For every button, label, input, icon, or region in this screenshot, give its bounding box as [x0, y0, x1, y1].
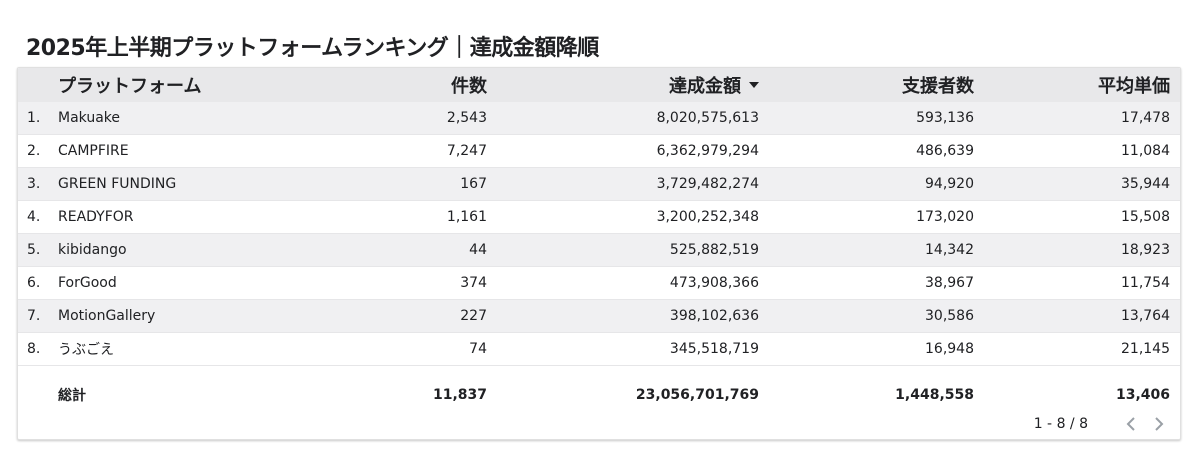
total-label: 総計 — [58, 388, 86, 404]
avg-value: 21,145 — [1121, 341, 1170, 357]
avg-value: 11,754 — [1121, 275, 1170, 291]
column-header-amount-label: 達成金額 — [669, 76, 741, 97]
table-header: プラットフォーム 件数 達成金額 支援者数 平均単価 — [18, 68, 1180, 102]
count-value: 44 — [469, 242, 487, 258]
avg-value: 35,944 — [1121, 176, 1170, 192]
amount-value: 3,729,482,274 — [656, 176, 759, 192]
total-amount: 23,056,701,769 — [635, 387, 759, 403]
count-value: 227 — [460, 308, 487, 324]
backers-value: 38,967 — [925, 275, 974, 291]
row-index: 7. — [27, 308, 41, 324]
amount-value: 525,882,519 — [669, 242, 759, 258]
backers-value: 16,948 — [925, 341, 974, 357]
row-index: 1. — [27, 110, 41, 126]
avg-value: 11,084 — [1121, 143, 1170, 159]
row-index: 4. — [27, 209, 41, 225]
total-count: 11,837 — [432, 387, 487, 403]
column-header-backers[interactable]: 支援者数 — [902, 76, 974, 97]
platform-name: ForGood — [58, 275, 117, 291]
count-value: 7,247 — [446, 143, 487, 159]
backers-value: 173,020 — [916, 209, 974, 225]
platform-name: うぶごえ — [58, 342, 114, 358]
platform-name: MotionGallery — [58, 308, 156, 324]
amount-value: 398,102,636 — [669, 308, 759, 324]
avg-value: 17,478 — [1121, 110, 1170, 126]
platform-name: READYFOR — [58, 209, 134, 225]
column-header-count[interactable]: 件数 — [451, 76, 487, 97]
backers-value: 486,639 — [916, 143, 974, 159]
backers-value: 30,586 — [925, 308, 974, 324]
amount-value: 8,020,575,613 — [656, 110, 759, 126]
column-header-amount[interactable]: 達成金額 — [669, 68, 759, 102]
backers-value: 14,342 — [925, 242, 974, 258]
row-index: 8. — [27, 341, 41, 357]
table-row[interactable]: 7. MotionGallery 227 398,102,636 30,586 13,76… — [18, 300, 1180, 333]
table-row[interactable]: 8. うぶごえ 74 345,518,719 16,948 21,145 — [18, 333, 1180, 366]
table-row[interactable]: 2. CAMPFIRE 7,247 6,362,979,294 486,639 11,08… — [18, 135, 1180, 168]
ranking-table: プラットフォーム 件数 達成金額 支援者数 平均単価 1. Makuake 2,54… — [17, 67, 1181, 440]
platform-name: kibidango — [58, 242, 127, 258]
amount-value: 345,518,719 — [669, 341, 759, 357]
total-avg: 13,406 — [1115, 387, 1170, 403]
page-title: 2025年上半期プラットフォームランキング｜達成金額降順 — [26, 36, 599, 61]
table-row[interactable]: 6. ForGood 374 473,908,366 38,967 11,754 — [18, 267, 1180, 300]
column-header-avg[interactable]: 平均単価 — [1098, 76, 1170, 97]
count-value: 1,161 — [446, 209, 487, 225]
chevron-left-icon[interactable] — [1122, 414, 1140, 434]
row-index: 5. — [27, 242, 41, 258]
pagination-range: 1 - 8 / 8 — [1033, 416, 1088, 432]
column-header-platform[interactable]: プラットフォーム — [58, 76, 202, 97]
avg-value: 18,923 — [1121, 242, 1170, 258]
total-backers: 1,448,558 — [895, 387, 974, 403]
table-row[interactable]: 4. READYFOR 1,161 3,200,252,348 173,020 15,50… — [18, 201, 1180, 234]
pagination: 1 - 8 / 8 — [980, 409, 1180, 439]
avg-value: 13,764 — [1121, 308, 1170, 324]
table-row[interactable]: 5. kibidango 44 525,882,519 14,342 18,923 — [18, 234, 1180, 267]
count-value: 2,543 — [446, 110, 487, 126]
avg-value: 15,508 — [1121, 209, 1170, 225]
platform-name: Makuake — [58, 110, 121, 126]
count-value: 167 — [460, 176, 487, 192]
sort-descending-icon[interactable] — [749, 82, 759, 88]
row-index: 2. — [27, 143, 41, 159]
row-index: 6. — [27, 275, 41, 291]
total-row: 総計 11,837 23,056,701,769 1,448,558 13,40… — [18, 368, 1180, 422]
amount-value: 6,362,979,294 — [656, 143, 759, 159]
count-value: 74 — [469, 341, 487, 357]
count-value: 374 — [460, 275, 487, 291]
amount-value: 473,908,366 — [669, 275, 759, 291]
row-index: 3. — [27, 176, 41, 192]
amount-value: 3,200,252,348 — [656, 209, 759, 225]
table-row[interactable]: 3. GREEN FUNDING 167 3,729,482,274 94,920 35,… — [18, 168, 1180, 201]
backers-value: 94,920 — [925, 176, 974, 192]
platform-name: GREEN FUNDING — [58, 176, 177, 192]
backers-value: 593,136 — [916, 110, 974, 126]
chevron-right-icon[interactable] — [1150, 414, 1168, 434]
platform-name: CAMPFIRE — [58, 143, 129, 159]
table-row[interactable]: 1. Makuake 2,543 8,020,575,613 593,136 17,478 — [18, 102, 1180, 135]
